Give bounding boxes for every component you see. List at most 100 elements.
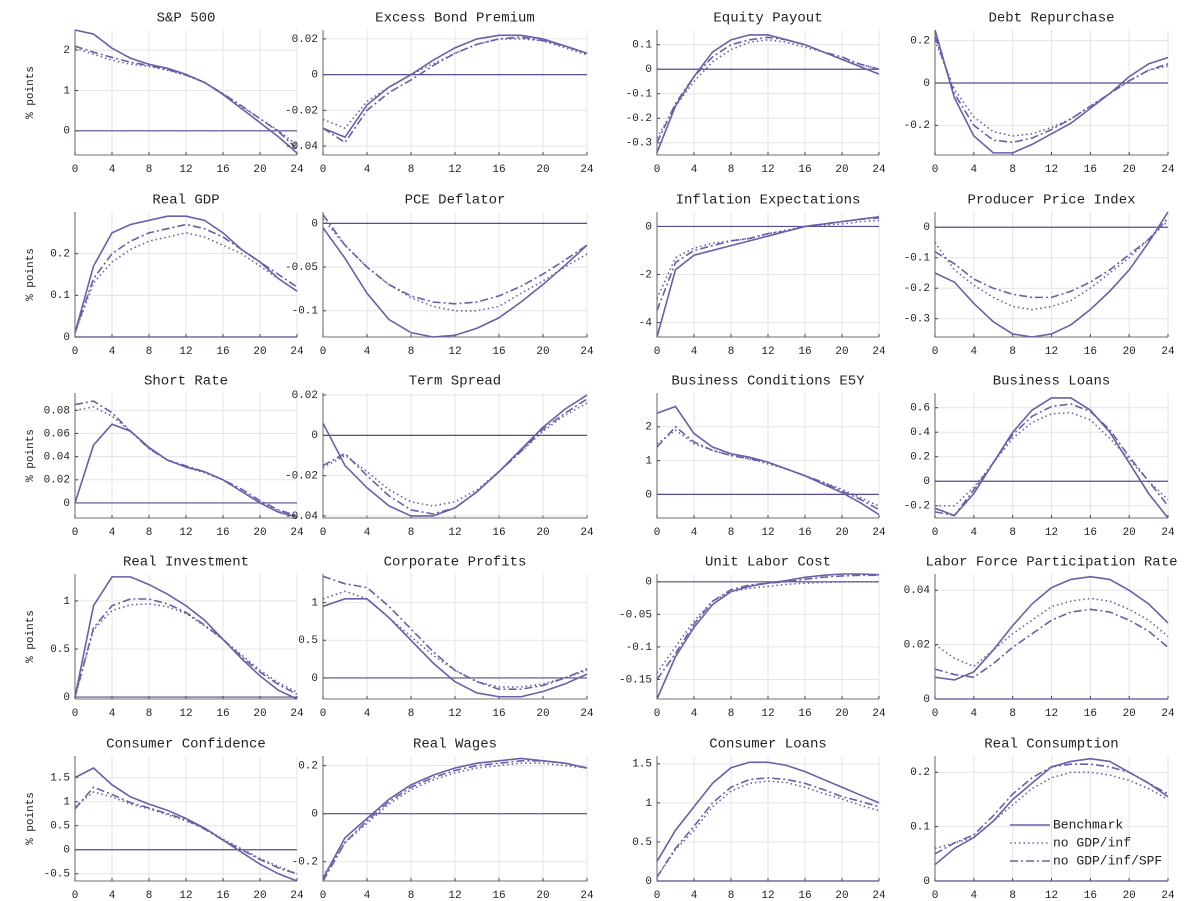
series-line	[74, 603, 298, 698]
x-tick-label: 8	[408, 708, 415, 720]
x-tick-label: 0	[72, 527, 79, 539]
panel-title: Producer Price Index	[967, 193, 1135, 209]
y-axis-label: % points	[25, 792, 37, 845]
x-tick-label: 12	[1045, 527, 1058, 539]
axis-frame	[934, 393, 1168, 519]
series-line	[74, 400, 298, 517]
x-tick-label: 0	[654, 164, 661, 176]
x-tick-label: 12	[1045, 890, 1058, 901]
series-line	[934, 29, 1169, 154]
x-tick-label: 4	[971, 890, 978, 901]
x-tick-label: 12	[448, 527, 461, 539]
x-tick-label: 24	[872, 527, 886, 539]
x-tick-label: 4	[691, 164, 698, 176]
x-tick-label: 12	[761, 346, 774, 358]
x-tick-label: 0	[654, 708, 661, 720]
y-tick-label: 0.5	[50, 644, 70, 656]
y-tick-label: -0.2	[292, 857, 318, 869]
y-tick-label: 0.5	[632, 837, 652, 849]
x-tick-label: 20	[835, 346, 848, 358]
y-tick-label: 1	[311, 598, 318, 610]
x-tick-label: 12	[179, 890, 192, 901]
y-tick-label: 1	[645, 455, 652, 467]
series-line	[656, 777, 880, 878]
axis-frame	[322, 30, 587, 156]
panel-title: Labor Force Participation Rate	[925, 555, 1177, 571]
y-tick-label: -4	[639, 317, 653, 329]
y-tick-label: -0.2	[904, 120, 930, 132]
x-tick-label: 24	[872, 164, 886, 176]
x-tick-label: 4	[109, 708, 116, 720]
x-tick-label: 0	[932, 890, 939, 901]
x-tick-label: 12	[761, 527, 774, 539]
x-tick-label: 16	[492, 527, 505, 539]
x-tick-label: 20	[536, 890, 549, 901]
y-tick-label: 0.5	[50, 821, 70, 833]
y-tick-label: 2	[645, 422, 652, 434]
x-tick-label: 8	[408, 164, 415, 176]
x-tick-label: 8	[728, 708, 735, 720]
x-tick-label: 4	[971, 346, 978, 358]
x-tick-label: 24	[580, 346, 594, 358]
x-tick-label: 0	[320, 164, 327, 176]
x-tick-label: 4	[971, 708, 978, 720]
y-tick-label: -0.3	[904, 314, 930, 326]
x-tick-label: 8	[1009, 890, 1016, 901]
x-tick-label: 4	[691, 890, 698, 901]
x-tick-label: 20	[253, 890, 266, 901]
x-tick-label: 20	[1123, 708, 1136, 720]
x-tick-label: 4	[691, 708, 698, 720]
series-line	[322, 36, 588, 144]
x-tick-label: 16	[492, 164, 505, 176]
y-tick-label: 0	[63, 692, 70, 704]
y-tick-label: 0.04	[44, 452, 71, 464]
x-tick-label: 24	[290, 708, 304, 720]
y-tick-label: 1	[645, 798, 652, 810]
x-tick-label: 24	[580, 708, 594, 720]
axis-frame	[74, 393, 297, 519]
series-line	[656, 574, 879, 680]
x-tick-label: 20	[536, 708, 549, 720]
axis-frame	[934, 212, 1168, 338]
y-tick-label: 0.02	[292, 34, 318, 46]
x-tick-label: 0	[72, 890, 79, 901]
legend-label: no GDP/inf/SPF	[1053, 853, 1162, 868]
y-tick-label: -0.5	[44, 869, 70, 881]
y-tick-label: 0	[645, 577, 652, 589]
x-tick-label: 24	[872, 890, 886, 901]
y-tick-label: 0.2	[910, 35, 930, 47]
x-tick-label: 20	[1123, 346, 1136, 358]
series-line	[935, 411, 1169, 507]
x-tick-label: 0	[72, 346, 79, 358]
x-tick-label: 0	[654, 527, 661, 539]
axis-frame	[74, 756, 297, 882]
x-tick-label: 12	[1045, 346, 1058, 358]
x-tick-label: 24	[290, 346, 304, 358]
y-axis-label: % points	[25, 610, 37, 663]
x-tick-label: 4	[364, 346, 371, 358]
y-axis-label: % points	[25, 248, 37, 301]
x-tick-label: 20	[253, 527, 266, 539]
y-tick-label: 0	[63, 498, 70, 510]
x-tick-label: 4	[364, 890, 371, 901]
y-tick-label: 0	[923, 78, 930, 90]
x-tick-label: 24	[872, 346, 886, 358]
series-line	[934, 403, 1169, 517]
y-tick-label: 0.04	[904, 585, 931, 597]
panel-title: Real Consumption	[984, 737, 1118, 753]
panel-title: Consumer Loans	[709, 737, 827, 753]
y-tick-label: -0.15	[619, 674, 652, 686]
y-tick-label: -2	[639, 269, 652, 281]
x-tick-label: 8	[728, 527, 735, 539]
series-line	[322, 38, 588, 130]
x-tick-label: 24	[1161, 527, 1175, 539]
series-line	[74, 786, 298, 875]
series-line	[656, 217, 880, 311]
x-tick-label: 0	[320, 890, 327, 901]
series-line	[322, 598, 588, 698]
y-tick-label: -0.3	[626, 138, 652, 150]
x-tick-label: 0	[320, 708, 327, 720]
x-tick-label: 4	[971, 527, 978, 539]
x-tick-label: 4	[109, 346, 116, 358]
